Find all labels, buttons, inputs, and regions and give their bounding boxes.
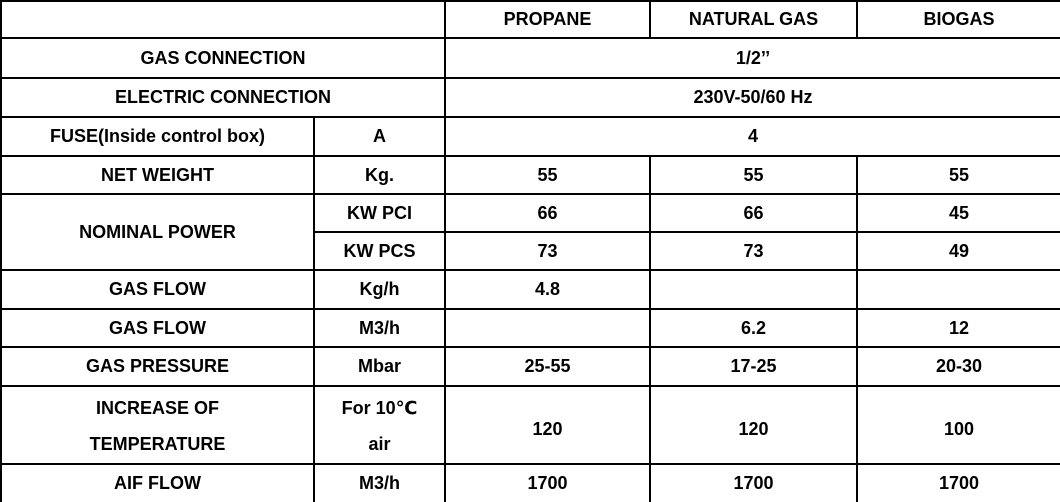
unit-m3-h: M3/h	[313, 308, 446, 348]
row-label-electric-connection: ELECTRIC CONNECTION	[0, 77, 446, 118]
cell-kw-pci-propane: 66	[444, 193, 651, 233]
cell-gas-flow-m3-biogas: 12	[856, 308, 1060, 348]
cell-gas-pressure-natural-gas: 17-25	[649, 346, 858, 387]
cell-kw-pcs-propane: 73	[444, 231, 651, 271]
cell-net-weight-propane: 55	[444, 155, 651, 195]
header-row: PROPANE NATURAL GAS BIOGAS	[0, 0, 1060, 39]
cell-gas-connection-value: 1/2’’	[444, 37, 1060, 79]
cell-gas-pressure-propane: 25-55	[444, 346, 651, 387]
unit-net-weight: Kg.	[313, 155, 446, 195]
cell-gas-flow-m3-propane	[444, 308, 651, 348]
unit-line-1: For 10℃	[341, 398, 418, 418]
cell-kw-pci-natural-gas: 66	[649, 193, 858, 233]
row-label-fuse: FUSE(Inside control box)	[0, 116, 315, 157]
unit-kw-pcs: KW PCS	[313, 231, 446, 271]
unit-line-2: air	[368, 434, 391, 454]
unit-for-10c-air: For 10℃ air	[313, 385, 446, 465]
row-label-gas-flow-kg: GAS FLOW	[0, 269, 315, 310]
unit-mbar: Mbar	[313, 346, 446, 387]
row-label-increase-of-temperature: INCREASE OF TEMPERATURE	[0, 385, 315, 465]
row-gas-flow-m3: GAS FLOW M3/h 6.2 12	[0, 308, 1060, 348]
col-header-propane: PROPANE	[444, 0, 651, 39]
row-net-weight: NET WEIGHT Kg. 55 55 55	[0, 155, 1060, 195]
row-electric-connection: ELECTRIC CONNECTION 230V-50/60 Hz	[0, 77, 1060, 118]
unit-kg-h: Kg/h	[313, 269, 446, 310]
cell-increase-temp-biogas: 100	[856, 385, 1060, 465]
cell-kw-pci-biogas: 45	[856, 193, 1060, 233]
cell-aif-flow-propane: 1700	[444, 463, 651, 502]
row-fuse: FUSE(Inside control box) A 4	[0, 116, 1060, 157]
row-increase-of-temperature: INCREASE OF TEMPERATURE For 10℃ air 120 …	[0, 385, 1060, 465]
cell-increase-temp-propane: 120	[444, 385, 651, 465]
unit-kw-pci: KW PCI	[313, 193, 446, 233]
row-nominal-power-pcs: KW PCS 73 73 49	[1, 231, 1060, 271]
row-gas-pressure: GAS PRESSURE Mbar 25-55 17-25 20-30	[0, 346, 1060, 387]
cell-gas-flow-kg-natural-gas	[649, 269, 858, 310]
row-label-aif-flow: AIF FLOW	[0, 463, 315, 502]
row-label-nominal-power: NOMINAL POWER	[0, 193, 315, 271]
unit-aif-m3-h: M3/h	[313, 463, 446, 502]
cell-fuse-value: 4	[444, 116, 1060, 157]
cell-increase-temp-natural-gas: 120	[649, 385, 858, 465]
row-label-net-weight: NET WEIGHT	[0, 155, 315, 195]
cell-aif-flow-biogas: 1700	[856, 463, 1060, 502]
cell-aif-flow-natural-gas: 1700	[649, 463, 858, 502]
cell-gas-flow-m3-natural-gas: 6.2	[649, 308, 858, 348]
corner-empty-cell	[0, 0, 446, 39]
cell-electric-connection-value: 230V-50/60 Hz	[444, 77, 1060, 118]
label-line-1: INCREASE OF	[95, 398, 219, 418]
cell-gas-flow-kg-biogas	[856, 269, 1060, 310]
row-gas-flow-kg: GAS FLOW Kg/h 4.8	[0, 269, 1060, 310]
cell-kw-pcs-biogas: 49	[856, 231, 1060, 271]
col-header-natural-gas: NATURAL GAS	[649, 0, 858, 39]
row-label-gas-connection: GAS CONNECTION	[0, 37, 446, 79]
row-nominal-power-pci: NOMINAL POWER KW PCI 66 66 45	[0, 193, 1060, 271]
cell-net-weight-biogas: 55	[856, 155, 1060, 195]
row-aif-flow: AIF FLOW M3/h 1700 1700 1700	[0, 463, 1060, 502]
row-gas-connection: GAS CONNECTION 1/2’’	[0, 37, 1060, 79]
row-label-gas-pressure: GAS PRESSURE	[0, 346, 315, 387]
cell-net-weight-natural-gas: 55	[649, 155, 858, 195]
label-line-2: TEMPERATURE	[89, 434, 226, 454]
cell-gas-pressure-biogas: 20-30	[856, 346, 1060, 387]
row-label-gas-flow-m3: GAS FLOW	[0, 308, 315, 348]
unit-fuse: A	[313, 116, 446, 157]
col-header-biogas: BIOGAS	[856, 0, 1060, 39]
cell-gas-flow-kg-propane: 4.8	[444, 269, 651, 310]
cell-kw-pcs-natural-gas: 73	[649, 231, 858, 271]
